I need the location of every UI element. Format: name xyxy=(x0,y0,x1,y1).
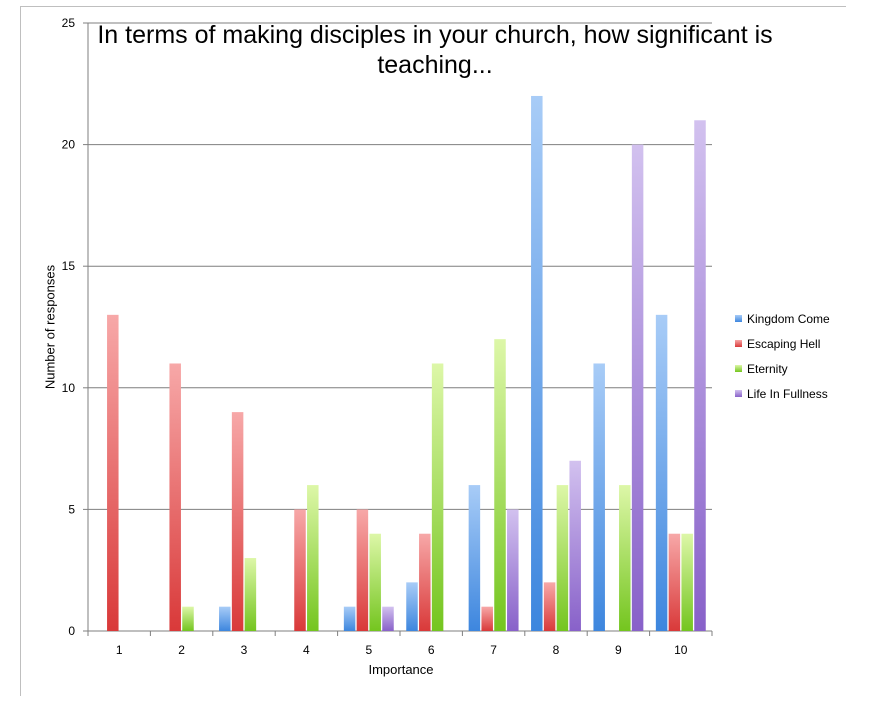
x-tick-label: 4 xyxy=(303,643,310,657)
legend-item-life-in-fullness: Life In Fullness xyxy=(735,381,830,406)
legend-label: Kingdom Come xyxy=(747,311,830,326)
x-tick-label: 9 xyxy=(615,643,622,657)
legend-label: Escaping Hell xyxy=(747,336,821,351)
legend-item-escaping-hell: Escaping Hell xyxy=(735,331,830,356)
x-tick-label: 1 xyxy=(116,643,123,657)
y-tick-label: 25 xyxy=(62,16,76,30)
x-tick-label: 6 xyxy=(428,643,435,657)
bar xyxy=(619,485,631,631)
chart-title: In terms of making disciples in your chu… xyxy=(97,21,773,79)
bar xyxy=(244,558,257,631)
y-tick-label: 10 xyxy=(62,381,76,395)
x-tick-label: 8 xyxy=(553,643,560,657)
legend-swatch xyxy=(735,390,742,397)
frame-top-border xyxy=(20,6,846,7)
x-tick-label: 5 xyxy=(365,643,372,657)
bar xyxy=(531,95,543,631)
y-tick-label: 5 xyxy=(68,502,75,516)
legend-swatch xyxy=(735,340,742,347)
legend-swatch xyxy=(735,315,742,322)
bar xyxy=(231,412,244,631)
bar xyxy=(369,533,381,631)
bar xyxy=(494,339,506,631)
bar xyxy=(294,509,306,631)
bar xyxy=(681,533,693,631)
legend-swatch xyxy=(735,365,742,372)
bar xyxy=(431,363,444,631)
legend-item-kingdom-come: Kingdom Come xyxy=(735,306,830,331)
y-axis-label: Number of responses xyxy=(42,264,58,390)
x-tick-label: 7 xyxy=(490,643,497,657)
legend-label: Life In Fullness xyxy=(747,386,828,401)
x-tick-label: 2 xyxy=(178,643,185,657)
y-tick-label: 0 xyxy=(68,624,75,638)
legend-label: Eternity xyxy=(747,361,788,376)
bar xyxy=(382,606,394,631)
x-tick-label: 10 xyxy=(674,643,688,657)
bar xyxy=(107,314,119,631)
bar xyxy=(655,314,668,631)
bar xyxy=(569,460,581,631)
bar xyxy=(468,485,481,631)
bar xyxy=(419,533,431,631)
x-tick-label: 3 xyxy=(241,643,248,657)
bar xyxy=(668,533,681,631)
legend-item-eternity: Eternity xyxy=(735,356,830,381)
frame-left-border xyxy=(20,6,21,696)
x-axis-label: Importance xyxy=(368,662,434,677)
y-tick-label: 20 xyxy=(62,138,76,152)
bar xyxy=(543,582,556,631)
bar xyxy=(481,606,493,631)
bar xyxy=(694,120,706,631)
bar xyxy=(219,606,231,631)
bar xyxy=(343,606,356,631)
bar xyxy=(593,363,605,631)
bar xyxy=(507,509,519,631)
bar xyxy=(556,485,569,631)
bar xyxy=(406,582,418,631)
bar xyxy=(356,509,369,631)
bar xyxy=(169,363,181,631)
y-tick-label: 15 xyxy=(62,259,76,273)
chart-legend: Kingdom Come Escaping Hell Eternity Life… xyxy=(735,306,830,406)
bar xyxy=(631,144,644,631)
bar xyxy=(182,606,194,631)
bar xyxy=(307,485,319,631)
